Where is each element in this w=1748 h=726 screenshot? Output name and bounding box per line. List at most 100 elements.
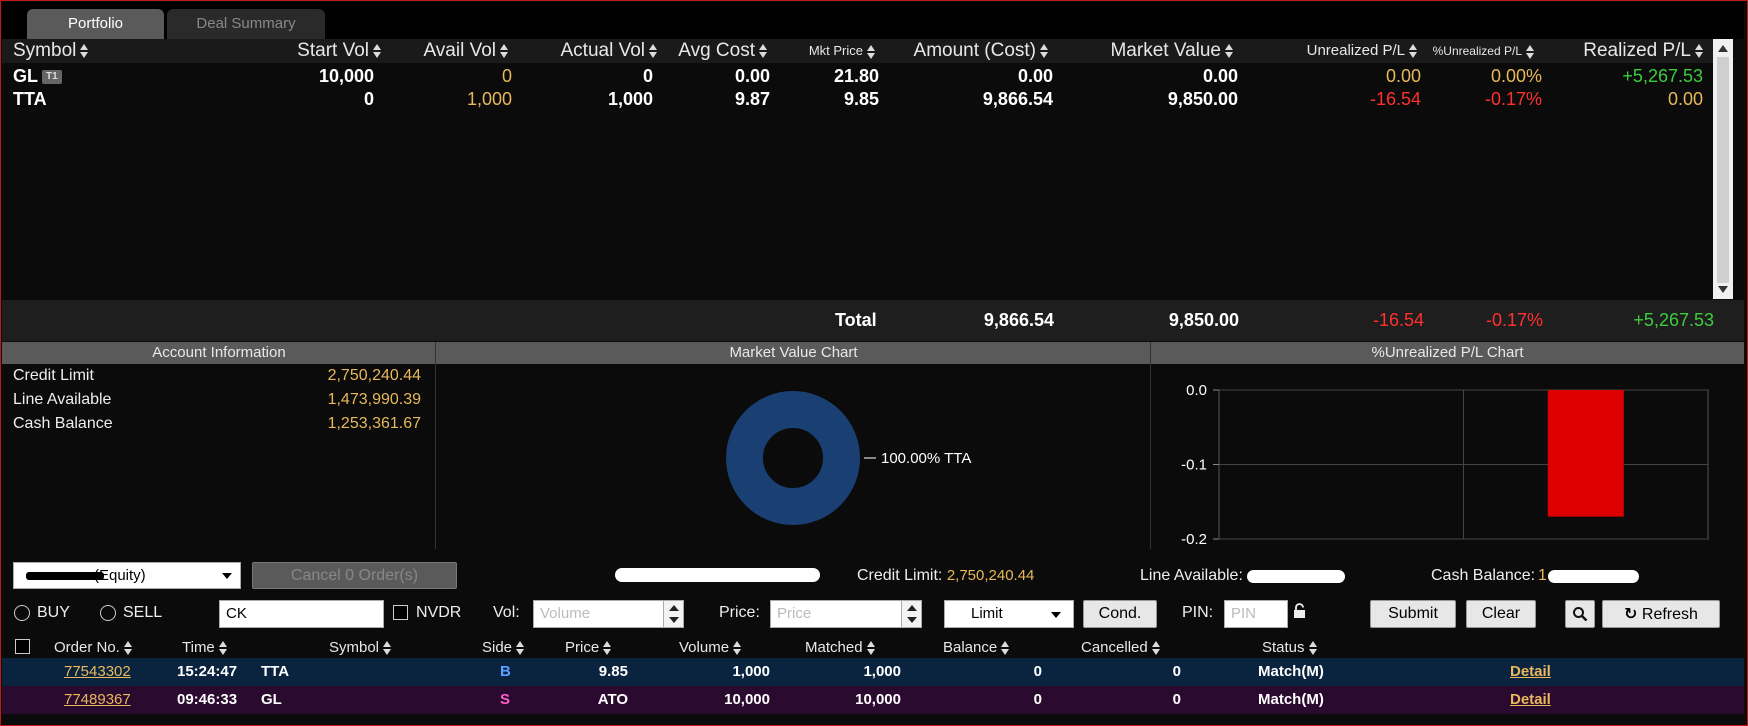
col-symbol[interactable]: Symbol	[13, 39, 89, 63]
col-label: Mkt Price	[808, 43, 863, 58]
sort-icon	[1526, 44, 1535, 59]
redacted	[615, 568, 820, 582]
col-price[interactable]: Price	[565, 637, 612, 658]
stepper-up-icon[interactable]	[907, 605, 917, 611]
buy-label: BUY	[37, 604, 70, 621]
order-type-select[interactable]: Limit	[944, 600, 1074, 628]
chevron-down-icon	[1051, 612, 1061, 618]
sell-radio[interactable]	[100, 605, 116, 621]
scroll-thumb[interactable]	[1717, 57, 1729, 283]
col-volume[interactable]: Volume	[679, 637, 742, 658]
sort-icon	[1308, 641, 1318, 656]
col-realized-pl[interactable]: Realized P/L	[1583, 39, 1704, 63]
cond-button[interactable]: Cond.	[1083, 600, 1157, 628]
unlock-icon[interactable]	[1293, 603, 1307, 619]
order-volume: 1,000	[732, 663, 770, 680]
submit-button[interactable]: Submit	[1370, 600, 1456, 628]
volume-input[interactable]: Volume	[533, 600, 684, 628]
col-matched[interactable]: Matched	[805, 637, 876, 658]
pct-unrealized-pl: 0.00%	[1490, 66, 1542, 86]
order-row[interactable]: 77543302 15:24:47 TTA B 9.85 1,000 1,000…	[2, 658, 1744, 686]
buy-radio[interactable]	[14, 605, 30, 621]
col-pct-unrealized-pl[interactable]: %Unrealized P/L	[1433, 39, 1535, 63]
order-no-link[interactable]: 77543302	[64, 663, 131, 680]
redacted	[1247, 570, 1345, 583]
col-status[interactable]: Status	[1262, 637, 1318, 658]
col-avg-cost[interactable]: Avg Cost	[678, 39, 768, 63]
account-select[interactable]: (Equity)	[13, 562, 241, 589]
order-type-value: Limit	[971, 605, 1003, 622]
col-unrealized-pl[interactable]: Unrealized P/L	[1307, 39, 1418, 63]
refresh-button[interactable]: ↻ Refresh	[1602, 600, 1720, 628]
price-input[interactable]: Price	[770, 600, 922, 628]
donut-chart-svg: 100.00% TTA	[726, 391, 971, 525]
col-label: %Unrealized P/L	[1432, 44, 1522, 58]
pin-placeholder: PIN	[1231, 605, 1257, 622]
order-status: Match(M)	[1258, 663, 1324, 680]
select-all-checkbox[interactable]	[15, 639, 30, 654]
col-amount-cost[interactable]: Amount (Cost)	[914, 39, 1049, 63]
redacted	[1548, 570, 1639, 583]
scroll-down-icon[interactable]	[1718, 286, 1728, 293]
actual-vol: 0	[642, 66, 653, 86]
col-actual-vol[interactable]: Actual Vol	[561, 39, 659, 63]
sort-icon	[123, 641, 133, 656]
toolbar-cash-balance-prefix: 1	[1538, 567, 1547, 584]
col-avail-vol[interactable]: Avail Vol	[423, 39, 509, 63]
order-no-link[interactable]: 77489367	[64, 691, 131, 708]
portfolio-row[interactable]: GL T1 10,000 0 0 0.00 21.80 0.00 0.00 0.0…	[2, 64, 1713, 88]
price-stepper[interactable]	[901, 601, 921, 627]
order-time: 15:24:47	[177, 663, 238, 680]
order-detail-link[interactable]: Detail	[1510, 691, 1551, 708]
cancel-orders-button[interactable]: Cancel 0 Order(s)	[252, 562, 457, 589]
stepper-down-icon[interactable]	[669, 617, 679, 623]
symbol-input[interactable]: CK	[219, 600, 384, 628]
col-label: Symbol	[13, 40, 77, 61]
col-side[interactable]: Side	[482, 637, 525, 658]
col-balance[interactable]: Balance	[943, 637, 1010, 658]
col-market-value[interactable]: Market Value	[1110, 39, 1234, 63]
volume-stepper[interactable]	[663, 601, 683, 627]
col-symbol[interactable]: Symbol	[329, 637, 392, 658]
tab-portfolio[interactable]: Portfolio	[27, 9, 164, 39]
order-row[interactable]: 77489367 09:46:33 GL S ATO 10,000 10,000…	[2, 686, 1744, 714]
mkt-price: 9.85	[843, 89, 879, 109]
pct-unrealized-pl: -0.17%	[1484, 89, 1542, 109]
nvdr-checkbox[interactable]	[393, 605, 408, 620]
order-balance: 0	[1033, 691, 1042, 708]
col-label: Side	[482, 639, 513, 656]
sort-icon	[500, 43, 509, 58]
unrealized-pl: 0.00	[1385, 66, 1421, 86]
amount-cost: 0.00	[1017, 66, 1053, 86]
order-balance: 0	[1033, 663, 1042, 680]
order-detail-link[interactable]: Detail	[1510, 663, 1551, 680]
stepper-down-icon[interactable]	[907, 617, 917, 623]
credit-limit-value: 2,750,240.44	[946, 567, 1035, 584]
order-matched: 1,000	[863, 663, 901, 680]
portfolio-row[interactable]: TTA 0 1,000 1,000 9.87 9.85 9,866.54 9,8…	[2, 87, 1713, 111]
actual-vol: 1,000	[607, 89, 653, 109]
sort-icon	[1040, 43, 1049, 58]
donut-slice-tta[interactable]	[726, 391, 860, 525]
col-cancelled[interactable]: Cancelled	[1081, 637, 1161, 658]
credit-limit-value: 2,750,240.44	[327, 367, 421, 384]
pin-input[interactable]: PIN	[1224, 600, 1288, 628]
scroll-up-icon[interactable]	[1718, 45, 1728, 52]
col-mkt-price[interactable]: Mkt Price	[809, 39, 876, 63]
col-start-vol[interactable]: Start Vol	[297, 39, 382, 63]
col-order-no[interactable]: Order No.	[54, 637, 133, 658]
stepper-up-icon[interactable]	[669, 605, 679, 611]
bar-tta[interactable]	[1547, 390, 1624, 517]
order-cancelled: 0	[1172, 663, 1181, 680]
cash-balance-value: 1,253,361.67	[327, 415, 421, 432]
search-button[interactable]	[1565, 600, 1595, 628]
col-time[interactable]: Time	[182, 637, 228, 658]
toolbar-credit-limit: Credit Limit: 2,750,240.44	[857, 567, 1034, 585]
col-label: Realized P/L	[1583, 40, 1691, 61]
portfolio-scrollbar[interactable]	[1713, 39, 1733, 299]
tab-deal-summary[interactable]: Deal Summary	[167, 9, 325, 39]
avg-cost: 0.00	[734, 66, 770, 86]
refresh-icon: ↻	[1624, 604, 1638, 623]
clear-button[interactable]: Clear	[1466, 600, 1536, 628]
portfolio-header: Symbol Start Vol Avail Vol Actual Vol Av…	[2, 39, 1713, 63]
